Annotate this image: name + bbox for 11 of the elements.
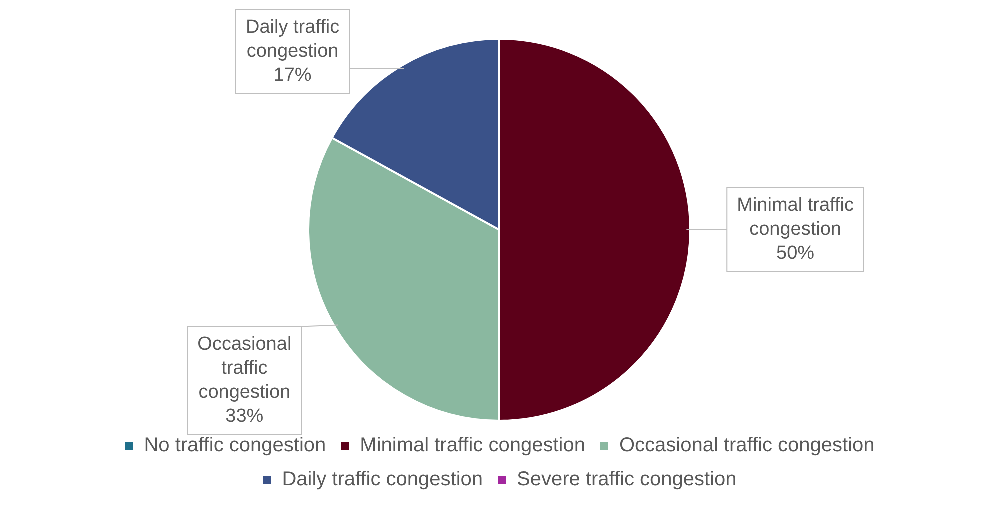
slice-label: Minimal traffic congestion <box>737 195 854 240</box>
legend-label: Minimal traffic congestion <box>360 434 586 457</box>
legend-label: Severe traffic congestion <box>517 468 737 491</box>
data-label: 17% <box>274 65 312 86</box>
legend-label: Daily traffic congestion <box>282 468 484 491</box>
legend-label: No traffic congestion <box>144 434 326 457</box>
data-label: 33% <box>226 406 264 427</box>
slice-label: Occasional traffic congestion <box>198 334 292 403</box>
legend-label: Occasional traffic congestion <box>619 434 875 457</box>
slice-label: Daily traffic congestion <box>246 17 340 62</box>
data-label: 50% <box>776 243 815 264</box>
